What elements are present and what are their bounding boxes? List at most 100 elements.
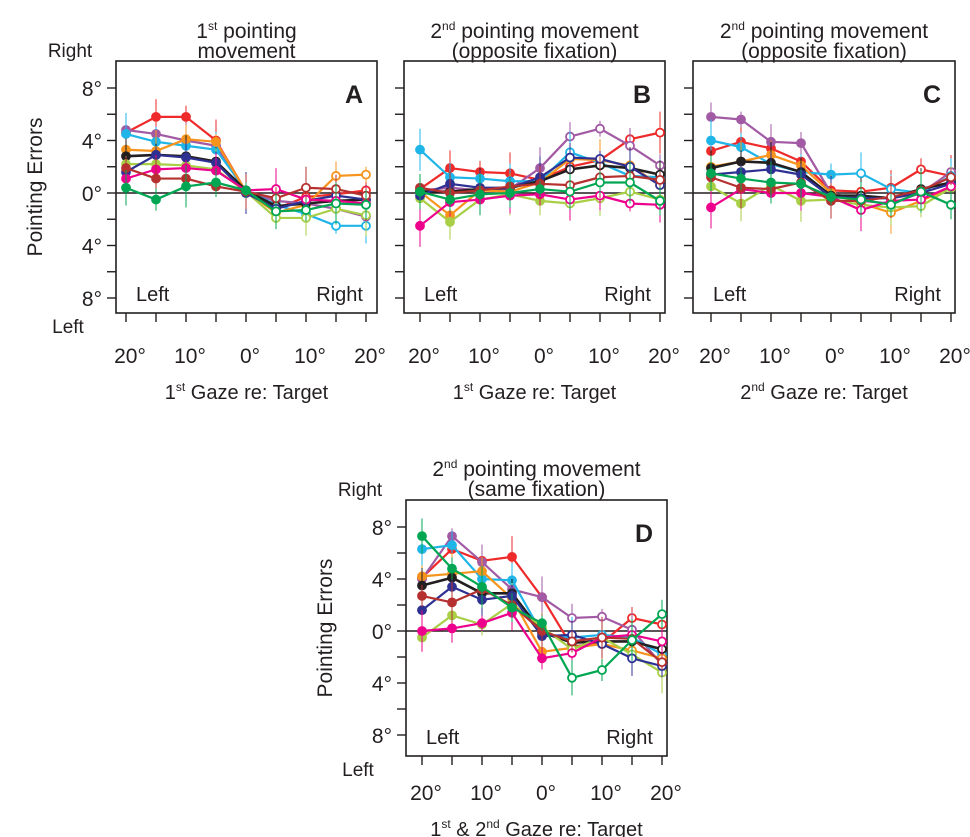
panel-b-data-point [445, 216, 455, 227]
panel-d-ytick-label: 8° [372, 517, 392, 540]
panel-b-xtick-label: 0° [534, 345, 554, 368]
panel-c-inner-label-right: Right [894, 284, 941, 306]
panel-b-frame [403, 60, 666, 314]
panel-b-data-point [625, 177, 635, 188]
panel-d-title-line-1-part-1: nd [444, 457, 457, 471]
panel-d-data-point [477, 618, 487, 629]
panel-d-letter: D [635, 520, 653, 548]
panel-d-data-point [537, 653, 547, 664]
panel-c-data-point [706, 168, 716, 179]
panel-b-inner-label-left: Left [424, 284, 458, 306]
panel-c-letter: C [923, 81, 941, 109]
panel-b-data-point [445, 194, 455, 205]
panel-b-title-line-1-part-2: pointing movement [455, 20, 638, 43]
panel-d-x-axis-label-part-1: st [441, 817, 451, 831]
panel-c: 20° 10° 0° 10° 20°2nd pointing movement(oppo… [684, 19, 970, 404]
panel-c-data-point [916, 186, 926, 197]
panel-d-xtick-label: 10° [590, 782, 622, 805]
panel-a-ytick-label: 8° [82, 78, 102, 101]
panel-d-data-point [447, 563, 457, 574]
panel-d-data-point [447, 540, 457, 551]
panel-d-series-9 [417, 518, 667, 696]
panel-b-data-point [565, 186, 575, 197]
panel-c-data-point [856, 168, 866, 179]
panel-a-ytick-label: 4° [82, 236, 102, 259]
panel-b-data-point [565, 152, 575, 163]
panel-c-x-axis-label: 2nd Gaze re: Target [740, 380, 908, 404]
panel-a-xtick-label: 0° [240, 345, 260, 368]
panel-b-x-axis-label-part-0: 1 [453, 382, 464, 404]
panel-d-x-axis-label: 1st & 2nd Gaze re: Target [430, 817, 643, 837]
panel-c-xtick-label: 10° [759, 345, 791, 368]
panel-b-data-point [595, 123, 605, 134]
panel-c-data-point [706, 202, 716, 213]
panel-b-xtick-label: 10° [588, 345, 620, 368]
panel-d-data-point [657, 657, 667, 668]
panel-c-x-axis-label-part-0: 2 [740, 382, 751, 404]
panel-d: 20° 10° 0° 10° 20° 8° 4° 0° 4° 8° Right Left Pointin… [314, 457, 682, 837]
panel-a-data-point [211, 177, 221, 188]
panel-d-data-point [627, 635, 637, 645]
panel-d-data-point [537, 592, 547, 603]
panel-d-ytick-label: 0° [372, 621, 392, 644]
panel-a-xtick-label: 10° [294, 345, 326, 368]
panel-a-x-axis-label: 1st Gaze re: Target [165, 380, 329, 404]
panel-d-title-line-1-part-2: pointing movement [457, 458, 640, 481]
panel-d-data-point [507, 602, 517, 613]
panel-a-x-axis-label-part-2: Gaze re: Target [185, 382, 328, 404]
panel-d-data-point [417, 626, 427, 636]
panel-a-data-point [301, 182, 311, 193]
panel-a-data-point [331, 198, 341, 209]
panel-a-data-point [121, 129, 131, 139]
panel-a-series-9 [121, 165, 371, 230]
panel-b-title-line-1-part-0: 2 [430, 20, 442, 43]
panel-d-data-point [657, 636, 667, 647]
panel-d-data-point [447, 597, 457, 608]
panel-d-data-point [597, 665, 607, 675]
panel-a-x-axis-label-part-0: 1 [165, 382, 176, 404]
panel-b-data-point [475, 189, 485, 200]
panel-d-x-axis-label-part-0: 1 [430, 819, 441, 837]
panel-a-letter: A [345, 81, 363, 109]
panel-a-y-axis-label: Pointing Errors [24, 118, 47, 257]
panel-a-title-line-1-part-2: pointing [217, 20, 296, 43]
panel-a-title-line-2: movement [197, 40, 295, 63]
panel-c-xtick-label: 20° [939, 345, 970, 368]
panel-a-side-label-bottom: Left [52, 317, 84, 338]
panel-b: 20° 10° 0° 10° 20° 2nd pointing movement(oppo… [395, 19, 680, 404]
panel-b-xtick-label: 20° [408, 345, 440, 368]
panel-a-data-point [151, 194, 161, 205]
panel-d-xtick-label: 20° [410, 782, 442, 805]
panel-c-x-axis-label-part-2: Gaze re: Target [765, 382, 908, 404]
panel-b-data-point [655, 174, 665, 185]
panel-d-data-point [567, 672, 577, 683]
panel-a-data-point [271, 206, 281, 217]
panel-c-title-line-2: (opposite fixation) [741, 40, 907, 63]
panel-a-xtick-label: 20° [354, 345, 386, 368]
panel-b-x-axis-label-part-2: Gaze re: Target [473, 382, 616, 404]
panel-d-data-point [447, 623, 457, 634]
panel-c-data-point [736, 173, 746, 184]
panel-b-series-9 [415, 161, 665, 216]
panel-d-x-axis-label-part-4: Gaze re: Target [500, 819, 643, 837]
panel-b-inner-label-right: Right [604, 284, 651, 306]
panel-d-data-point [597, 632, 607, 643]
panel-d-data-point [507, 552, 517, 562]
panel-a-data-point [151, 173, 161, 184]
panel-c-title-line-1-part-0: 2 [720, 20, 732, 43]
panel-d-frame [405, 499, 668, 757]
panel-d-side-label-bottom: Left [342, 760, 374, 781]
panel-d-x-axis-label-part-2: & 2 [451, 819, 487, 837]
panel-a-side-label-top: Right [48, 41, 93, 62]
panel-c-data-point [946, 199, 956, 210]
panel-b-data-point [595, 177, 605, 188]
panel-a-xtick-label: 20° [114, 345, 146, 368]
panel-c-data-point [826, 192, 836, 202]
panel-d-data-point [567, 636, 577, 647]
panel-a-xtick-label: 10° [174, 345, 206, 368]
panel-a-title-line-1: 1st pointing [196, 19, 296, 43]
panel-a-inner-label-right: Right [316, 284, 363, 306]
panel-b-data-point [505, 188, 515, 198]
panel-a-title-line-1-part-0: 1 [196, 20, 208, 43]
